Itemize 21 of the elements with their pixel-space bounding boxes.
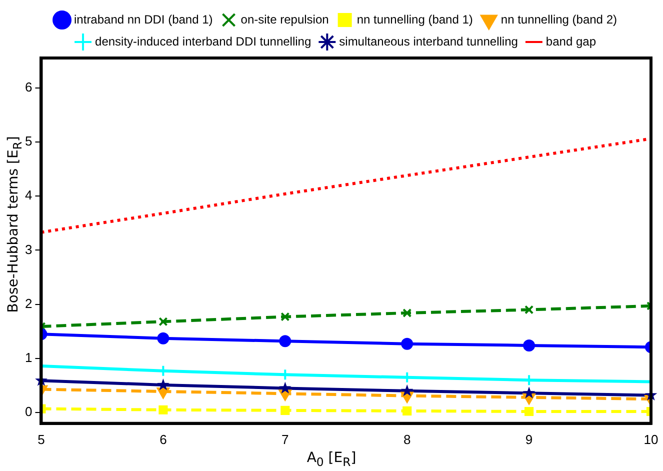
legend-label: simultaneous interband tunnelling — [339, 34, 518, 48]
x-axis-title: A$_{0}$ [E$_{R}$] — [306, 450, 358, 469]
x-tick-label: 9 — [525, 432, 533, 447]
legend-label: band gap — [546, 34, 596, 48]
y-tick-label: 6 — [24, 79, 32, 94]
y-tick-label: 0 — [24, 404, 32, 420]
y-tick-label: 5 — [24, 133, 32, 148]
legend-label: nn tunnelling (band 2) — [500, 12, 617, 26]
y-tick-label: 4 — [24, 188, 32, 203]
y-tick-label: 3 — [24, 242, 32, 257]
x-tick-label: 5 — [38, 432, 45, 447]
x-tick-label: 6 — [160, 432, 167, 447]
y-tick-label: 2 — [24, 296, 32, 311]
x-tick-label: 7 — [282, 432, 289, 447]
legend-label: on-site repulsion — [240, 12, 329, 26]
legend-label: density-induced interband DDI tunnelling — [95, 34, 312, 48]
y-tick-label: 1 — [24, 350, 32, 366]
x-tick-label: 10 — [644, 432, 658, 447]
legend-label: nn tunnelling (band 1) — [356, 12, 473, 26]
legend-label: intraband nn DDI (band 1) — [74, 12, 213, 26]
x-tick-label: 8 — [403, 432, 411, 447]
